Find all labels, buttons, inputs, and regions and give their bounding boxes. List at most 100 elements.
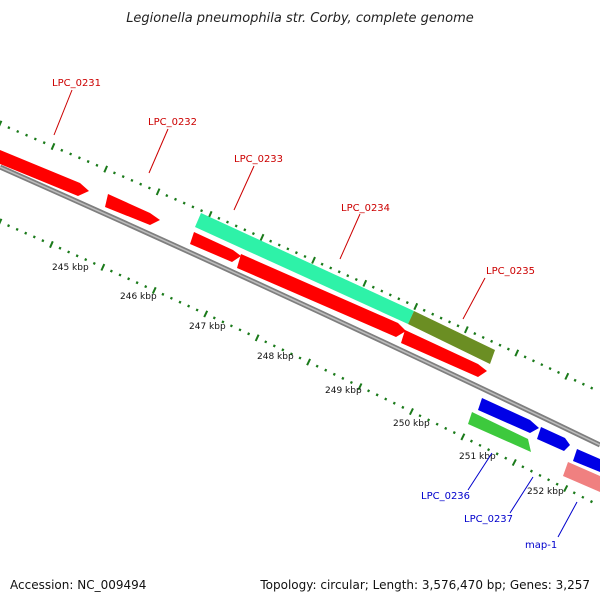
- minor-tick: [7, 224, 11, 228]
- minor-tick: [92, 261, 96, 265]
- minor-tick: [109, 269, 113, 273]
- gene-label-lpc-0231[interactable]: LPC_0231: [52, 78, 101, 89]
- minor-tick: [504, 456, 508, 460]
- minor-tick: [371, 285, 375, 289]
- minor-tick: [392, 401, 396, 405]
- minor-tick: [531, 359, 535, 363]
- minor-tick: [418, 414, 422, 418]
- leader-line: [509, 476, 534, 514]
- gene-label-lpc-0235[interactable]: LPC_0235: [486, 266, 535, 277]
- minor-tick: [473, 332, 477, 336]
- feature-arrow-lpc-0232[interactable]: [105, 194, 160, 225]
- minor-tick: [523, 355, 527, 359]
- minor-tick: [384, 397, 388, 401]
- major-tick: [207, 210, 213, 219]
- feature-gene-lpc-0235[interactable]: [408, 311, 495, 364]
- minor-tick: [298, 356, 302, 360]
- minor-tick: [7, 126, 11, 130]
- minor-tick: [435, 422, 439, 426]
- minor-tick: [112, 171, 116, 175]
- minor-tick: [32, 235, 36, 239]
- major-tick: [100, 263, 106, 271]
- minor-tick: [495, 452, 499, 456]
- minor-tick: [346, 274, 350, 278]
- feature-pink[interactable]: [563, 462, 600, 492]
- major-tick: [564, 372, 570, 380]
- minor-tick: [191, 205, 195, 209]
- accession-text: Accession: NC_009494: [10, 578, 147, 592]
- minor-tick: [337, 270, 341, 274]
- minor-tick: [58, 246, 62, 250]
- minor-tick: [60, 148, 64, 152]
- feature-arrow-lpc-0234[interactable]: [237, 254, 406, 337]
- minor-tick: [481, 335, 485, 339]
- minor-tick: [405, 301, 409, 305]
- minor-tick: [77, 156, 81, 160]
- minor-tick: [375, 393, 379, 397]
- minor-tick: [41, 239, 45, 243]
- minor-tick: [452, 431, 456, 435]
- scale-labels: 245 kbp 246 kbp 247 kbp 248 kbp 249 kbp …: [52, 263, 564, 497]
- feature-arrow-lpc-0236[interactable]: [478, 398, 539, 433]
- major-tick: [155, 188, 161, 196]
- gene-label-lpc-0234[interactable]: LPC_0234: [341, 203, 390, 214]
- minor-tick: [243, 228, 247, 232]
- minor-tick: [427, 418, 431, 422]
- minor-tick: [294, 251, 298, 255]
- minor-tick: [127, 277, 131, 281]
- minor-tick: [75, 254, 79, 258]
- minor-tick: [547, 478, 551, 482]
- feature-arrow-lpc-0237[interactable]: [537, 427, 570, 451]
- major-tick: [460, 433, 466, 441]
- feature-rna-green[interactable]: [468, 412, 531, 452]
- gene-label-lpc-0236[interactable]: LPC_0236: [421, 491, 470, 502]
- minor-tick: [165, 194, 169, 198]
- gene-label-map-1[interactable]: map-1: [525, 540, 557, 551]
- leader-line: [467, 452, 493, 491]
- feature-arrow-map-1[interactable]: [573, 449, 600, 472]
- feature-gene-lpc-0234[interactable]: [195, 213, 414, 324]
- minor-tick: [247, 332, 251, 336]
- scale-label: 248 kbp: [257, 352, 294, 362]
- minor-tick: [490, 339, 494, 343]
- major-tick: [0, 120, 3, 127]
- minor-tick: [380, 289, 384, 293]
- minor-tick: [581, 382, 585, 386]
- minor-tick: [272, 344, 276, 348]
- minor-tick: [289, 352, 293, 356]
- minor-tick: [286, 247, 290, 251]
- leader-line: [557, 501, 578, 538]
- minor-tick: [95, 163, 99, 167]
- gene-label-lpc-0237[interactable]: LPC_0237: [464, 514, 513, 525]
- minor-tick: [444, 426, 448, 430]
- major-tick: [413, 302, 419, 311]
- major-tick: [49, 240, 54, 249]
- minor-tick: [277, 243, 281, 247]
- leader-line: [53, 89, 73, 136]
- minor-tick: [540, 363, 544, 367]
- minor-tick: [431, 312, 435, 316]
- minor-tick: [178, 300, 182, 304]
- minor-tick: [329, 266, 333, 270]
- minor-tick: [447, 320, 452, 324]
- feature-arrow-lpc-0233[interactable]: [190, 232, 241, 262]
- minor-tick: [388, 293, 392, 297]
- minor-tick: [401, 405, 405, 409]
- scale-label: 246 kbp: [120, 292, 157, 302]
- minor-tick: [573, 378, 577, 382]
- minor-tick: [25, 133, 29, 137]
- feature-arrow-lpc-0235[interactable]: [401, 330, 487, 377]
- minor-tick: [354, 277, 358, 282]
- minor-tick: [264, 340, 268, 344]
- minor-tick: [332, 372, 336, 376]
- gene-label-lpc-0233[interactable]: LPC_0233: [234, 154, 283, 165]
- gene-label-lpc-0232[interactable]: LPC_0232: [148, 117, 197, 128]
- feature-arrow-lpc-0231[interactable]: [0, 150, 89, 196]
- minor-tick: [397, 297, 401, 301]
- leader-line: [148, 128, 169, 174]
- minor-tick: [251, 232, 255, 236]
- minor-tick: [42, 141, 46, 145]
- minor-tick: [84, 258, 88, 262]
- genome-summary-text: Topology: circular; Length: 3,576,470 bp…: [260, 578, 590, 592]
- major-tick: [514, 349, 520, 357]
